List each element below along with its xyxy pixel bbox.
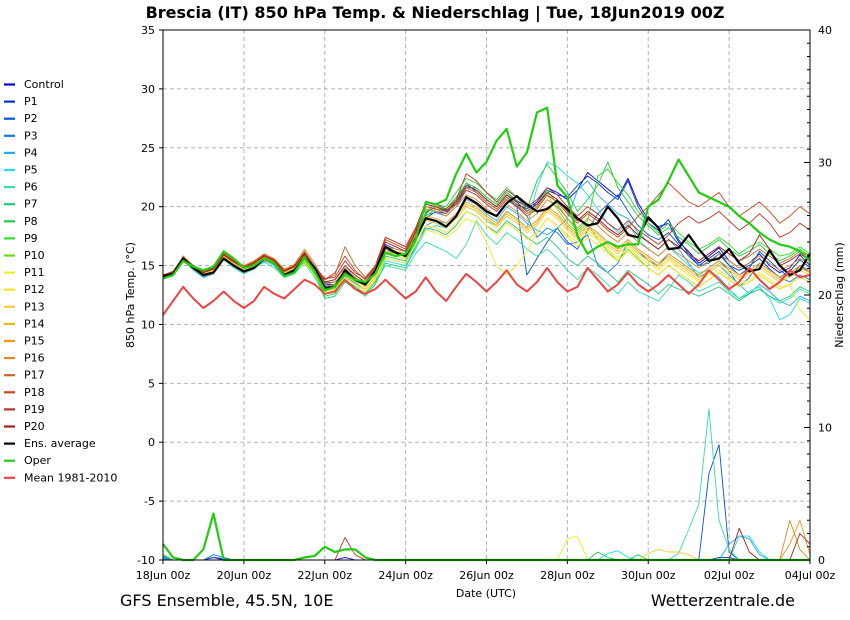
legend-label: P11 [24,266,45,279]
legend-label: P16 [24,352,45,365]
legend-label: P9 [24,232,38,245]
y-tick-label: -10 [137,554,155,567]
x-tick-label: 30Jun 00z [621,569,676,582]
y-tick-label: 25 [141,142,155,155]
precip-line-p15 [163,519,811,561]
temperature-lines [162,106,811,321]
legend-label: P20 [24,420,45,433]
y2-tick-label: 0 [818,554,825,567]
temp-line-mean-1981-2010 [162,266,811,316]
footer-site: Wetterzentrale.de [651,591,795,610]
temp-line-oper [162,106,811,292]
legend-label: P18 [24,386,45,399]
legend-label: P8 [24,215,38,228]
temp-line-p6 [162,220,811,304]
temp-line-p20 [162,185,811,283]
legend-label: P15 [24,335,45,348]
temp-line-p19 [162,173,811,279]
legend-label: P4 [24,146,38,159]
axes: -10 -5 0 5 10 15 20 25 30 35 18Jun 00z 20Jun 00z 22J… [136,24,836,582]
y-tick-label: 20 [141,201,155,214]
precip-line-p16 [163,519,811,561]
legend-label: P7 [24,198,38,211]
legend-label: P10 [24,249,45,262]
chart-title: Brescia (IT) 850 hPa Temp. & Niederschla… [146,3,725,23]
temp-line-p16 [162,194,811,283]
x-axis-label: Date (UTC) [456,587,516,600]
y-tick-label: 10 [141,318,155,331]
legend-label: P13 [24,300,45,313]
x-tick-label: 28Jun 00z [540,569,595,582]
x-tick-label: 24Jun 00z [378,569,433,582]
footer-model-info: GFS Ensemble, 45.5N, 10E [120,591,333,610]
legend-label: P5 [24,164,38,177]
legend-label: P12 [24,283,45,296]
y-tick-label: 0 [148,436,155,449]
legend-label: P14 [24,317,45,330]
y2-tick-label: 40 [818,24,832,37]
legend-label: P2 [24,112,38,125]
legend-label: P1 [24,95,38,108]
legend-label: Oper [24,454,51,467]
y-tick-label: 30 [141,83,155,96]
y-axis-label: 850 hPa Temp. (°C) [124,242,137,348]
y-tick-label: 5 [148,377,155,390]
plot-frame [162,29,811,561]
legend-label: Ens. average [24,437,96,450]
y-tick-label: 15 [141,260,155,273]
x-tick-label: 26Jun 00z [459,569,514,582]
legend-label: Mean 1981-2010 [24,471,117,484]
y2-axis-label: Niederschlag (mm) [833,242,846,347]
y-tick-label: -5 [144,495,155,508]
legend-label: P17 [24,369,45,382]
x-tick-label: 02Jul 00z [704,569,755,582]
y2-tick-label: 30 [818,157,832,170]
y2-tick-label: 10 [818,422,832,435]
y2-tick-label: 20 [818,289,832,302]
x-tick-label: 20Jun 00z [217,569,272,582]
legend-label: P6 [24,181,38,194]
x-tick-label: 22Jun 00z [298,569,353,582]
legend-label: Control [24,78,64,91]
y-tick-label: 35 [141,24,155,37]
legend-label: P19 [24,403,45,416]
legend-label: P3 [24,129,38,142]
x-tick-label: 18Jun 00z [136,569,191,582]
x-tick-label: 04Jul 00z [785,569,836,582]
legend: Control P1 P2 P3 P4 P5 P6 P7 P8 P9 P10 P11 P12 P13 P14… [4,78,117,484]
grid [163,30,810,560]
